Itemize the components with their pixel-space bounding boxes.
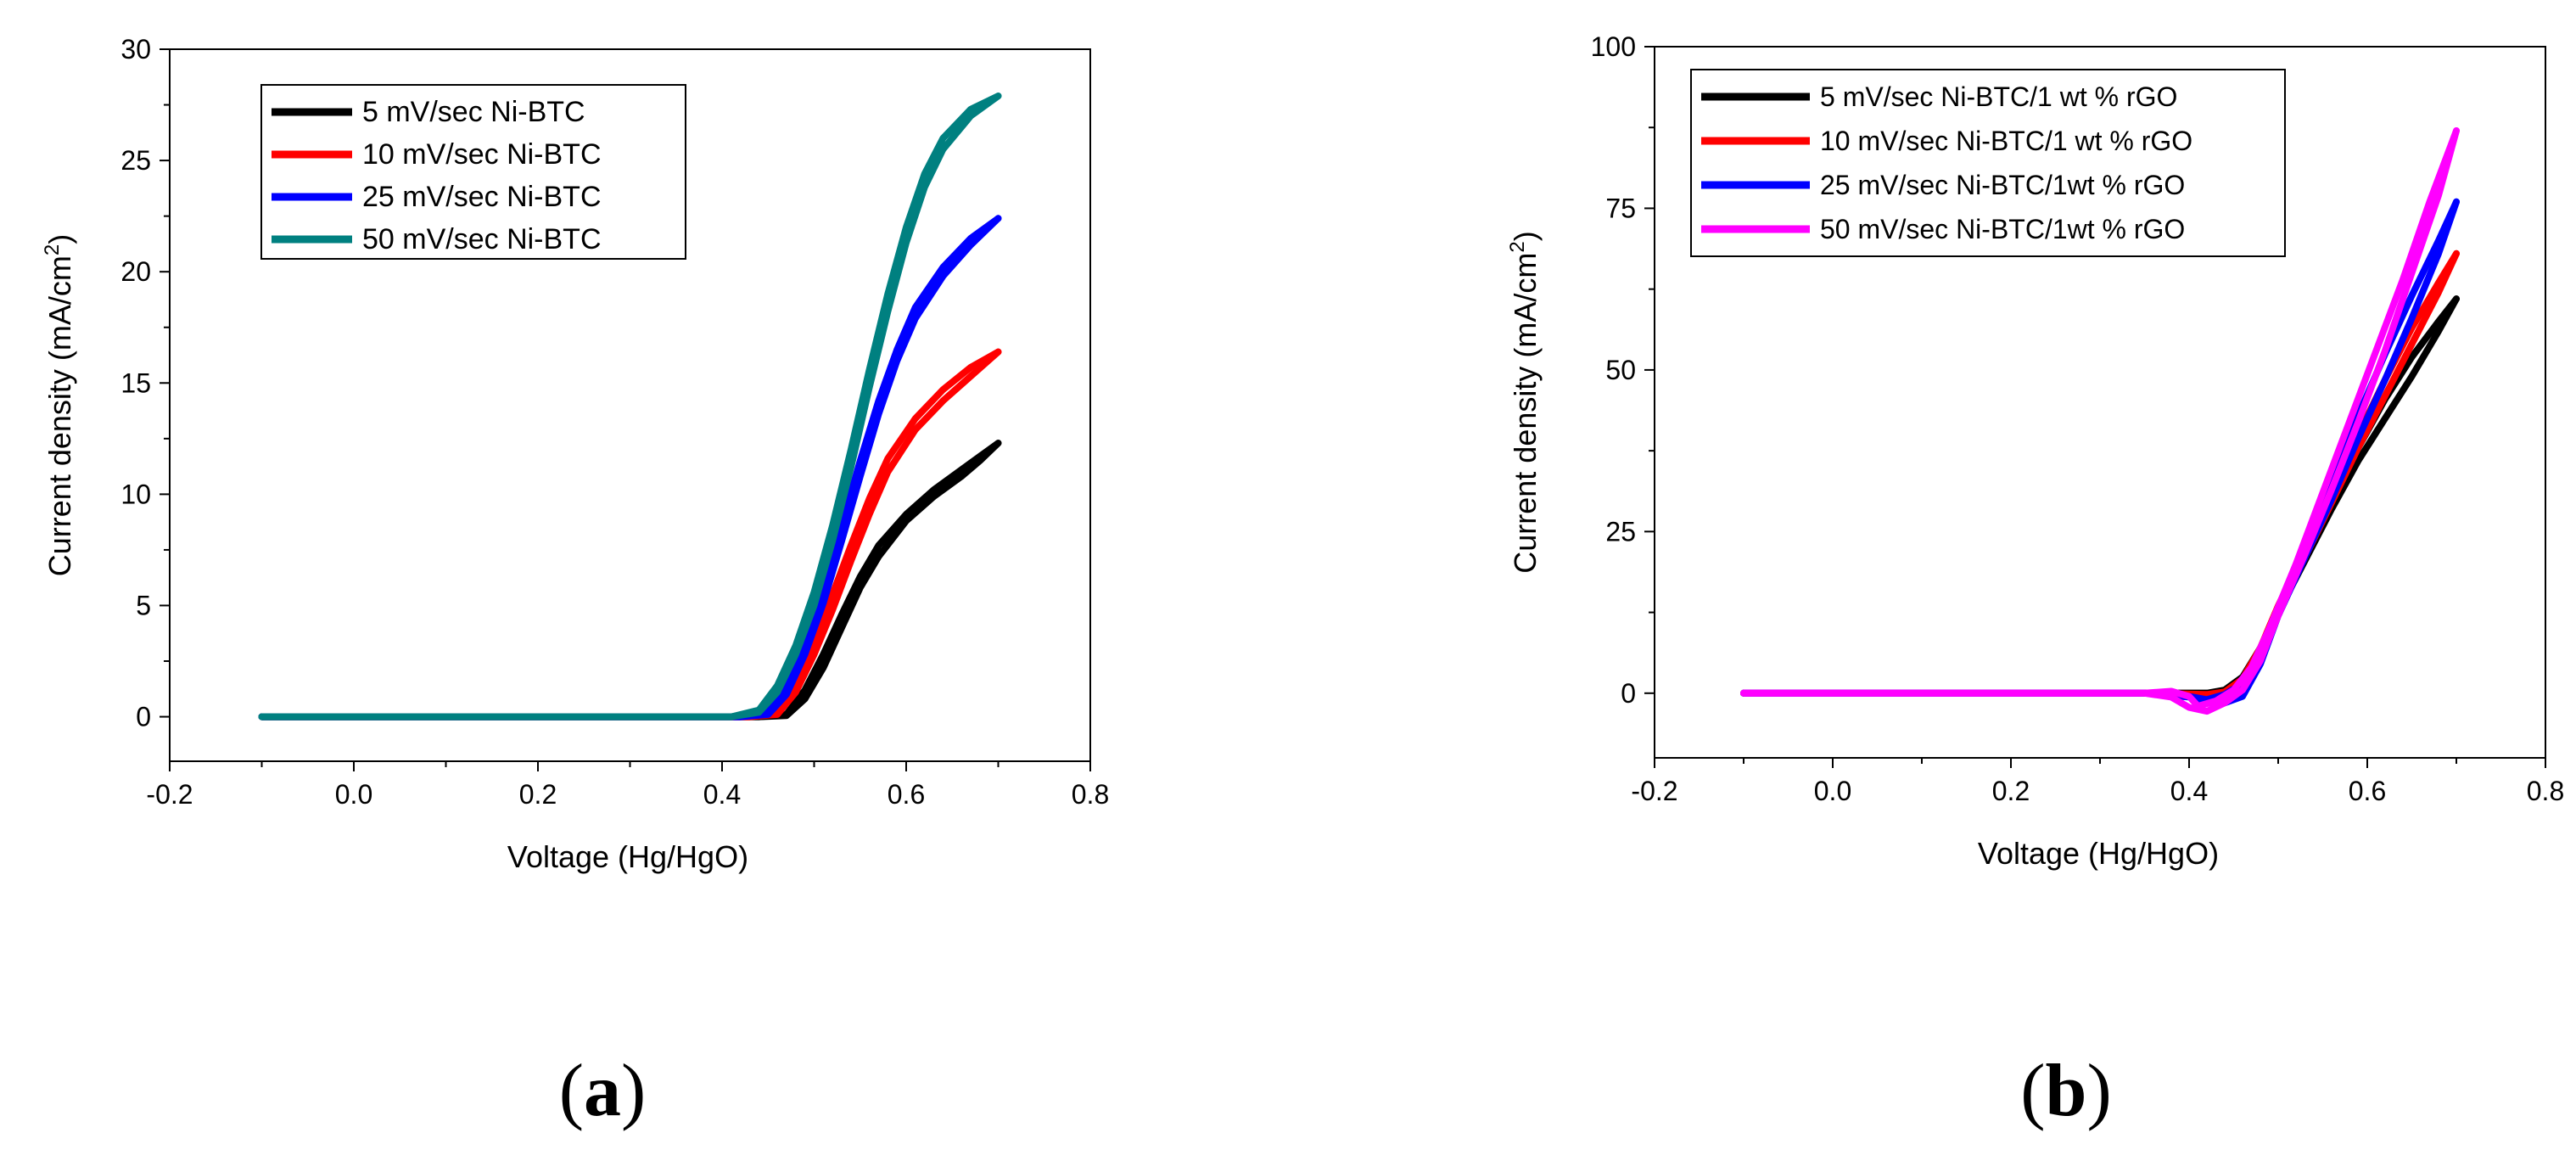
y-tick-label: 100	[1591, 31, 1636, 62]
x-tick-label: 0.0	[1814, 776, 1851, 806]
legend-label: 25 mV/sec Ni-BTC/1wt % rGO	[1820, 170, 2185, 200]
panel-label-b: (b)	[2020, 1050, 2112, 1132]
y-axis-title-close: )	[42, 234, 77, 244]
y-tick-label: 5	[136, 590, 151, 620]
panel-label-a: (a)	[558, 1050, 647, 1132]
y-tick-label: 15	[120, 367, 151, 398]
y-tick-label: 25	[1605, 516, 1636, 547]
y-tick-label: 25	[120, 145, 151, 176]
legend-box	[1690, 69, 2286, 257]
x-tick-label: 0.2	[519, 779, 557, 810]
series-line-forward	[1740, 295, 2460, 697]
legend-label: 50 mV/sec Ni-BTC/1wt % rGO	[1820, 214, 2185, 244]
series-line-forward	[258, 440, 1002, 721]
y-axis-title-close: )	[1508, 231, 1543, 241]
chart-b: -0.2 0.0 0.2 0.4 0.6 0.8 0 25 50 75 100 Voltage (Hg…	[1506, 31, 2564, 871]
x-tick-label: 0.0	[335, 779, 372, 810]
x-tick-label: -0.2	[1631, 776, 1677, 806]
x-tick-label: 0.2	[1992, 776, 2030, 806]
y-tick-label: 0	[1621, 678, 1636, 709]
legend-label: 10 mV/sec Ni-BTC/1 wt % rGO	[1820, 126, 2192, 156]
y-tick-label: 20	[120, 256, 151, 287]
x-axis-title: Voltage (Hg/HgO)	[1978, 836, 2219, 871]
series-4	[1740, 127, 2460, 715]
x-tick-label: 0.6	[888, 779, 925, 810]
y-tick-label: 75	[1605, 193, 1636, 223]
legend-label: 50 mV/sec Ni-BTC	[362, 223, 602, 255]
x-tick-label: 0.4	[703, 779, 741, 810]
legend-label: 5 mV/sec Ni-BTC	[362, 96, 585, 128]
series-line-reverse	[1740, 127, 2460, 715]
y-axis-title-sup: 2	[41, 244, 64, 255]
x-axis-title: Voltage (Hg/HgO)	[507, 839, 748, 874]
y-axis-title-sup: 2	[1506, 241, 1529, 252]
legend-label: 5 mV/sec Ni-BTC/1 wt % rGO	[1820, 81, 2177, 112]
legend-label: 25 mV/sec Ni-BTC	[362, 181, 602, 213]
y-axis-title-main: Current density (mA/cm	[42, 255, 77, 576]
series-1	[1740, 295, 2460, 699]
series-1	[258, 440, 1002, 721]
y-axis-title-main: Current density (mA/cm	[1508, 253, 1543, 574]
y-tick-label: 30	[120, 34, 151, 64]
series-4	[258, 93, 1002, 721]
y-tick-label: 0	[136, 702, 151, 732]
x-tick-label: 0.8	[2527, 776, 2564, 806]
y-tick-label: 10	[120, 479, 151, 509]
y-tick-label: 50	[1605, 355, 1636, 385]
y-axis-title: Current density (mA/cm2)	[41, 234, 77, 576]
x-tick-label: -0.2	[146, 779, 193, 810]
y-axis-title: Current density (mA/cm2)	[1506, 231, 1543, 573]
series-line-forward	[1740, 127, 2460, 710]
x-tick-label: 0.4	[2170, 776, 2208, 806]
series-line-reverse	[1740, 295, 2460, 699]
legend-label: 10 mV/sec Ni-BTC	[362, 138, 602, 171]
x-tick-label: 0.8	[1072, 779, 1109, 810]
chart-a: -0.2 0.0 0.2 0.4 0.6 0.8 0 5 10 15 20 25 30 Voltage (…	[41, 34, 1109, 874]
series-line-reverse	[258, 440, 1002, 721]
series-line-reverse	[258, 93, 1002, 721]
x-tick-label: 0.6	[2349, 776, 2386, 806]
